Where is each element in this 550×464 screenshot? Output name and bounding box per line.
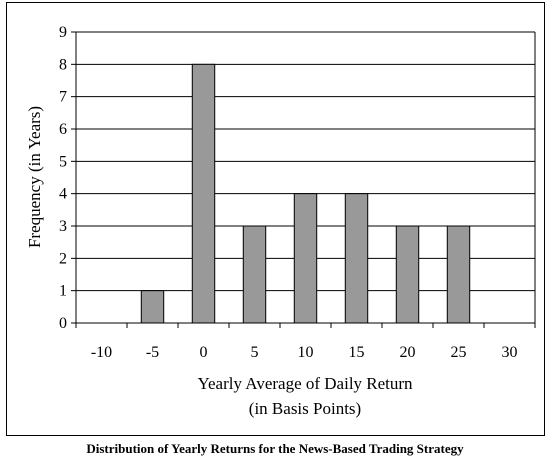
x-tick-label: 30 xyxy=(502,344,518,361)
bar xyxy=(395,225,420,324)
chart-frame xyxy=(6,2,545,436)
x-tick-label: 20 xyxy=(400,344,416,361)
bar-chart: 0 1 2 3 4 5 6 7 8 9 -10 -5 0 5 10 15 20 25 30 Frequency (i… xyxy=(25,24,536,418)
x-tick-label: 5 xyxy=(251,344,259,361)
x-axis-title-line2: (in Basis Points) xyxy=(249,399,361,418)
y-tick-label: 2 xyxy=(59,250,67,267)
x-tick-label: 25 xyxy=(451,344,467,361)
tick-labels: 0 1 2 3 4 5 6 7 8 9 -10 -5 0 5 10 15 20 25 30 xyxy=(59,24,518,361)
x-tick-label: 15 xyxy=(349,344,365,361)
figure-caption: Distribution of Yearly Returns for the N… xyxy=(86,441,464,456)
x-tick-label: -10 xyxy=(91,344,112,361)
x-tick-label: 0 xyxy=(200,344,208,361)
y-tick-label: 6 xyxy=(59,121,67,138)
axes xyxy=(71,31,536,328)
bar xyxy=(242,225,267,324)
y-tick-label: 4 xyxy=(59,186,67,203)
y-axis-title: Frequency (in Years) xyxy=(25,106,44,248)
bar xyxy=(293,193,318,324)
bars xyxy=(140,63,471,324)
bar xyxy=(446,225,471,324)
x-tick-label: 10 xyxy=(298,344,314,361)
x-tick-label: -5 xyxy=(146,344,159,361)
bar xyxy=(191,63,216,324)
y-tick-label: 3 xyxy=(59,218,67,235)
y-tick-label: 1 xyxy=(59,283,67,300)
y-tick-label: 7 xyxy=(59,89,67,106)
y-tick-label: 9 xyxy=(59,24,67,41)
x-axis-title-line1: Yearly Average of Daily Return xyxy=(197,374,413,393)
y-tick-label: 5 xyxy=(59,153,67,170)
bar xyxy=(140,290,165,324)
y-tick-label: 0 xyxy=(59,315,67,332)
bar xyxy=(344,193,369,324)
y-tick-label: 8 xyxy=(59,56,67,73)
